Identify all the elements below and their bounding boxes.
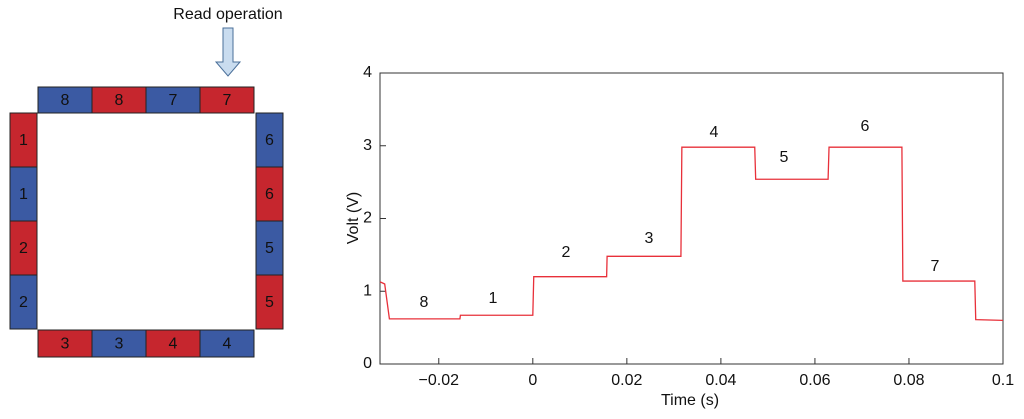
x-tick-label: 0: [528, 372, 537, 389]
x-tick-label: 0.06: [799, 372, 830, 389]
signal-line: [379, 146, 1004, 321]
block-label: 7: [169, 92, 178, 109]
step-label: 7: [931, 258, 940, 275]
block-label: 7: [223, 92, 232, 109]
step-label: 8: [420, 294, 429, 311]
x-tick-label: 0.1: [992, 372, 1014, 389]
step-label: 4: [710, 124, 719, 141]
block-label: 8: [61, 92, 70, 109]
y-tick-label: 3: [363, 137, 372, 154]
block-label: 5: [265, 294, 274, 311]
block-label: 5: [265, 240, 274, 257]
x-tick-label: −0.02: [419, 372, 460, 389]
step-label: 2: [562, 244, 571, 261]
block-label: 4: [223, 336, 232, 353]
step-label: 6: [861, 118, 870, 135]
step-label: 5: [780, 149, 789, 166]
x-tick-label: 0.04: [705, 372, 736, 389]
y-tick-label: 1: [363, 282, 372, 299]
block-label: 3: [115, 336, 124, 353]
block-label: 1: [19, 186, 28, 203]
x-tick-label: 0.02: [611, 372, 642, 389]
block: [199, 329, 255, 358]
block-label: 4: [169, 336, 178, 353]
block: [9, 274, 38, 330]
step-label: 1: [489, 290, 498, 307]
block: [145, 86, 201, 114]
block: [9, 166, 38, 222]
block-label: 6: [265, 186, 274, 203]
block: [37, 86, 93, 114]
block-label: 3: [61, 336, 70, 353]
block-label: 2: [19, 240, 28, 257]
x-axis-label: Time (s): [661, 392, 719, 409]
block: [199, 86, 255, 114]
y-tick-label: 4: [363, 64, 372, 81]
block: [255, 166, 284, 222]
diagram-caption: Read operation: [173, 6, 282, 23]
y-axis-label: Volt (V): [345, 192, 362, 244]
block: [91, 86, 147, 114]
block: [255, 274, 284, 330]
plot-frame: [379, 72, 1004, 365]
block-label: 6: [265, 132, 274, 149]
y-tick-label: 0: [363, 355, 372, 372]
read-arrow: [214, 27, 242, 77]
x-tick-label: 0.08: [893, 372, 924, 389]
y-tick-label: 2: [363, 210, 372, 227]
block-label: 8: [115, 92, 124, 109]
block-label: 2: [19, 294, 28, 311]
block: [37, 329, 93, 358]
block-label: 1: [19, 132, 28, 149]
block: [91, 329, 147, 358]
step-label: 3: [645, 230, 654, 247]
